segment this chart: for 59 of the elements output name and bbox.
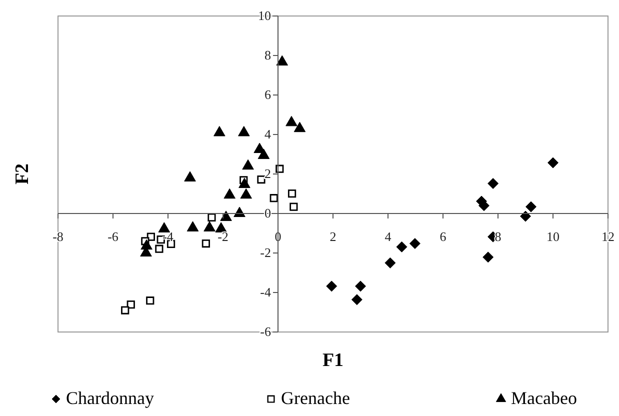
y-axis-title: F2 xyxy=(12,163,33,185)
legend-label: Chardonnay xyxy=(66,388,154,408)
point xyxy=(220,210,232,221)
point xyxy=(184,171,196,182)
point xyxy=(270,194,278,202)
point xyxy=(240,188,252,199)
x-tick-label: -6 xyxy=(108,229,119,244)
x-tick-label: 12 xyxy=(602,229,614,244)
point xyxy=(126,300,135,309)
y-tick-label: 8 xyxy=(264,48,271,63)
point xyxy=(242,159,254,170)
point xyxy=(224,188,236,199)
point xyxy=(146,296,154,305)
x-tick-label: 2 xyxy=(330,229,336,244)
point xyxy=(326,280,338,292)
point xyxy=(294,122,306,132)
point xyxy=(276,55,288,66)
point xyxy=(121,306,130,314)
point xyxy=(488,178,499,189)
point xyxy=(238,126,250,136)
point xyxy=(204,221,216,232)
point xyxy=(258,148,270,159)
point xyxy=(238,178,250,188)
x-tick-label: -2 xyxy=(218,229,228,244)
x-axis-title: F1 xyxy=(322,350,344,371)
y-tick-label: -6 xyxy=(260,324,272,340)
x-tick-label: 10 xyxy=(546,229,560,244)
point xyxy=(155,244,164,253)
y-tick-label: 10 xyxy=(258,8,271,24)
point xyxy=(409,238,420,250)
point xyxy=(234,206,246,218)
legend-label: Grenache xyxy=(281,388,350,408)
y-tick-label: 2 xyxy=(264,166,271,182)
x-tick-label: 6 xyxy=(440,229,447,244)
legend-label: Macabeo xyxy=(511,388,577,408)
point xyxy=(186,221,199,232)
point xyxy=(482,252,494,263)
y-tick-label: -2 xyxy=(260,245,271,260)
y-tick-label: 4 xyxy=(264,126,272,142)
point xyxy=(202,239,210,248)
point xyxy=(351,294,362,306)
point xyxy=(286,116,298,126)
x-tick-label: -8 xyxy=(52,229,64,244)
point xyxy=(384,257,396,268)
point xyxy=(214,126,226,136)
point xyxy=(290,202,298,211)
y-tick-label: 6 xyxy=(264,87,272,102)
point xyxy=(526,201,536,212)
point xyxy=(396,241,408,252)
point xyxy=(355,280,366,292)
point xyxy=(158,222,170,232)
point xyxy=(208,213,216,222)
point xyxy=(140,239,152,250)
y-tick-label: -4 xyxy=(260,284,272,300)
point xyxy=(215,222,227,232)
point xyxy=(288,190,296,198)
point xyxy=(257,175,266,184)
x-tick-label: 4 xyxy=(384,229,392,244)
point xyxy=(548,157,558,168)
